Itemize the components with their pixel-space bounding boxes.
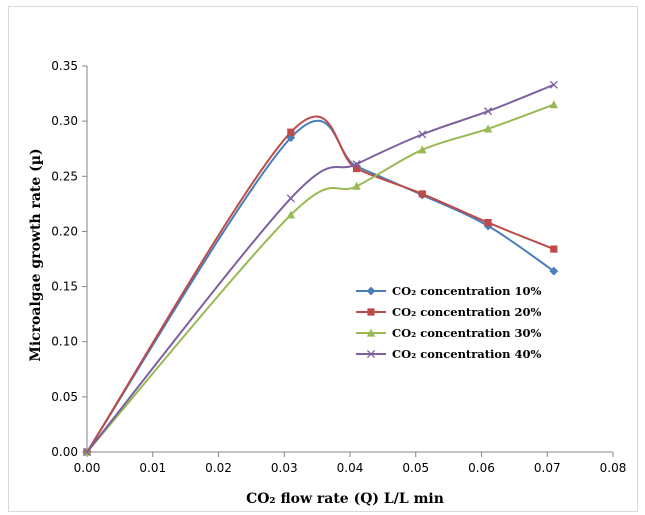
data-point (287, 128, 295, 136)
x-tick-label: 0.05 (402, 461, 429, 475)
series-line (86, 103, 555, 453)
data-point (418, 130, 427, 139)
y-tick-label: 0.35 (51, 59, 78, 73)
legend-entry-2: CO₂ concentration 20% (356, 305, 541, 319)
marker-stroke (418, 130, 427, 139)
axes: 0.00 0.05 0.10 0.15 0.20 0.25 0.30 0.35 0.00 0.01… (51, 59, 626, 475)
legend-entry-4: CO₂ concentration 40% (356, 347, 541, 361)
y-tick-label: 0.30 (51, 114, 78, 128)
y-axis-title: Microalgae growth rate (µ) (28, 148, 44, 361)
legend-marker (367, 308, 375, 316)
marker-stroke (82, 447, 92, 457)
legend-label: CO₂ concentration 10% (392, 284, 541, 298)
marker-stroke (366, 349, 376, 359)
data-point (82, 447, 92, 457)
series-line (86, 83, 555, 453)
legend-marker (366, 328, 376, 337)
data-point (352, 160, 361, 169)
y-tick-label: 0.25 (51, 169, 78, 183)
data-point (483, 124, 493, 133)
legend-entry-3: CO₂ concentration 30% (356, 326, 541, 340)
x-tick-label: 0.07 (534, 461, 561, 475)
marker-stroke (549, 80, 558, 89)
data-point (352, 181, 361, 190)
data-point (286, 194, 295, 203)
marker-stroke (484, 107, 493, 116)
chart-frame (8, 6, 638, 512)
x-tick-label: 0.08 (600, 461, 627, 475)
data-point (549, 266, 559, 276)
data-point (352, 164, 361, 173)
x-axis-title: CO₂ flow rate (Q) L/L min (246, 491, 444, 507)
y-tick-label: 0.15 (51, 280, 78, 294)
data-point (550, 245, 558, 253)
data-point (286, 210, 296, 219)
legend-entry-1: CO₂ concentration 10% (356, 284, 541, 298)
x-tick-label: 0.02 (205, 461, 232, 475)
x-tick-label: 0.04 (337, 461, 364, 475)
y-tick-label: 0.10 (51, 335, 78, 349)
series-3 (82, 100, 559, 456)
legend-label: CO₂ concentration 40% (392, 347, 541, 361)
series-4 (82, 80, 558, 457)
y-tick-label: 0.05 (51, 390, 78, 404)
y-tick-label: 0.20 (51, 224, 78, 238)
marker-stroke (286, 194, 295, 203)
data-point (549, 80, 558, 89)
legend-marker (366, 286, 376, 296)
legend: CO₂ concentration 10% CO₂ concentration 2… (356, 284, 541, 361)
legend-label: CO₂ concentration 30% (392, 326, 541, 340)
data-point (549, 100, 559, 109)
legend-label: CO₂ concentration 20% (392, 305, 541, 319)
data-point (418, 190, 426, 198)
x-tick-label: 0.00 (74, 461, 101, 475)
series-layer (82, 80, 559, 457)
y-tick-label: 0.00 (51, 445, 78, 459)
data-point (484, 107, 493, 116)
x-tick-label: 0.03 (271, 461, 298, 475)
legend-marker (366, 349, 376, 359)
marker-stroke (352, 160, 361, 169)
x-tick-label: 0.01 (139, 461, 166, 475)
data-point (418, 145, 427, 154)
data-point (484, 219, 492, 227)
x-tick-label: 0.06 (468, 461, 495, 475)
